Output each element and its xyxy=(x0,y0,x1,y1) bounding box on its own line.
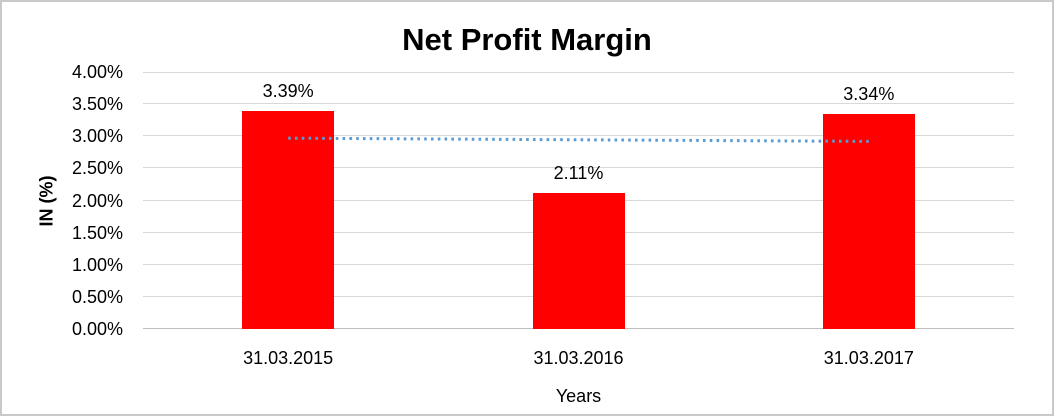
x-axis-title: Years xyxy=(555,386,602,406)
bar xyxy=(822,114,915,329)
y-tick-label: 0.50% xyxy=(71,286,123,307)
chart-title: Net Profit Margin xyxy=(402,22,652,57)
trendline xyxy=(288,136,869,143)
trendline-path xyxy=(288,136,869,143)
gridline xyxy=(143,72,1014,73)
y-tick-label: 3.50% xyxy=(71,94,123,115)
gridline xyxy=(143,135,1014,136)
x-tick-label: 31.03.2015 xyxy=(243,348,334,368)
y-tick-label: 1.00% xyxy=(71,254,123,275)
bar-value-label: 3.34% xyxy=(843,84,895,105)
x-tick-label: 31.03.2016 xyxy=(533,348,624,368)
plot-area xyxy=(143,72,1014,329)
gridline xyxy=(143,167,1014,168)
bar-value-label: 3.39% xyxy=(262,81,314,102)
bar xyxy=(242,111,335,329)
y-tick-label: 2.00% xyxy=(71,190,123,211)
bar xyxy=(532,193,625,329)
x-tick-label: 31.03.2017 xyxy=(823,348,914,368)
y-tick-label: 1.50% xyxy=(71,222,123,243)
bar-value-label: 2.11% xyxy=(553,163,604,184)
y-tick-label: 2.50% xyxy=(71,158,123,179)
gridline xyxy=(143,103,1014,104)
y-tick-label: 3.00% xyxy=(71,126,123,147)
y-tick-label: 0.00% xyxy=(71,319,123,339)
y-tick-label: 4.00% xyxy=(71,62,123,82)
